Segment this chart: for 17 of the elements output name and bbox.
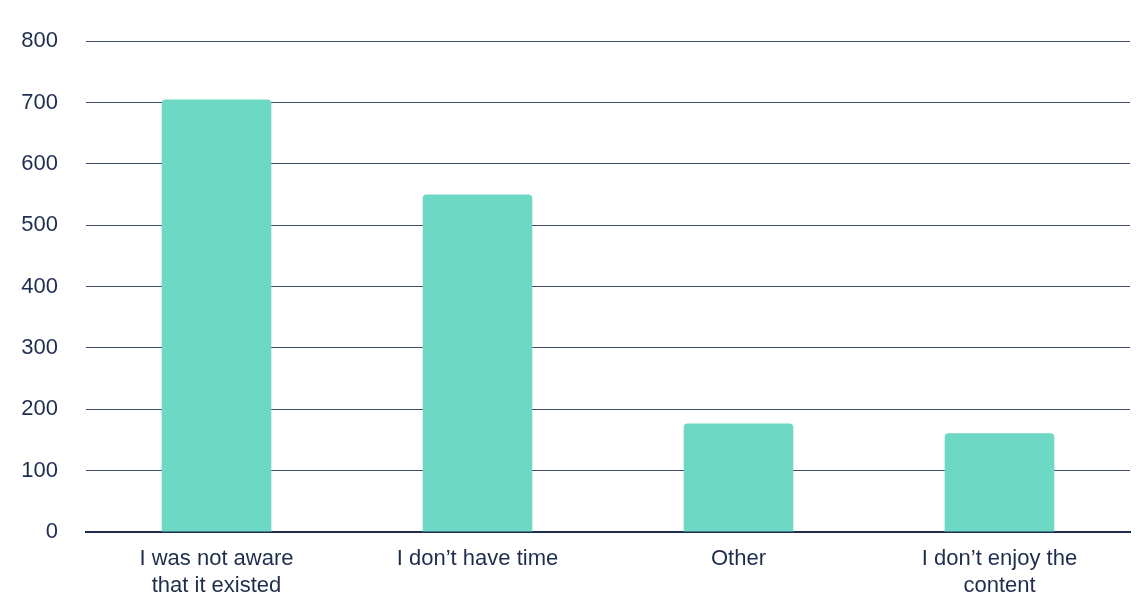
x-tick-label: Other: [710, 545, 767, 571]
y-tick-label: 200: [21, 395, 58, 421]
y-tick-label: 300: [21, 334, 58, 360]
x-tick-label: I was not aware that it existed: [139, 545, 294, 597]
bar: [161, 99, 272, 532]
y-tick-label: 800: [21, 27, 58, 53]
y-tick-label: 700: [21, 88, 58, 114]
bar: [422, 194, 533, 532]
x-tick-label: I don’t enjoy the content: [921, 545, 1078, 597]
y-tick-label: 100: [21, 456, 58, 482]
y-tick-label: 600: [21, 149, 58, 175]
y-tick-label: 0: [45, 518, 58, 544]
x-tick-label: I don’t have time: [396, 545, 559, 571]
y-tick-label: 400: [21, 272, 58, 298]
bar: [944, 433, 1055, 532]
bar: [683, 423, 794, 532]
y-tick-label: 500: [21, 211, 58, 237]
